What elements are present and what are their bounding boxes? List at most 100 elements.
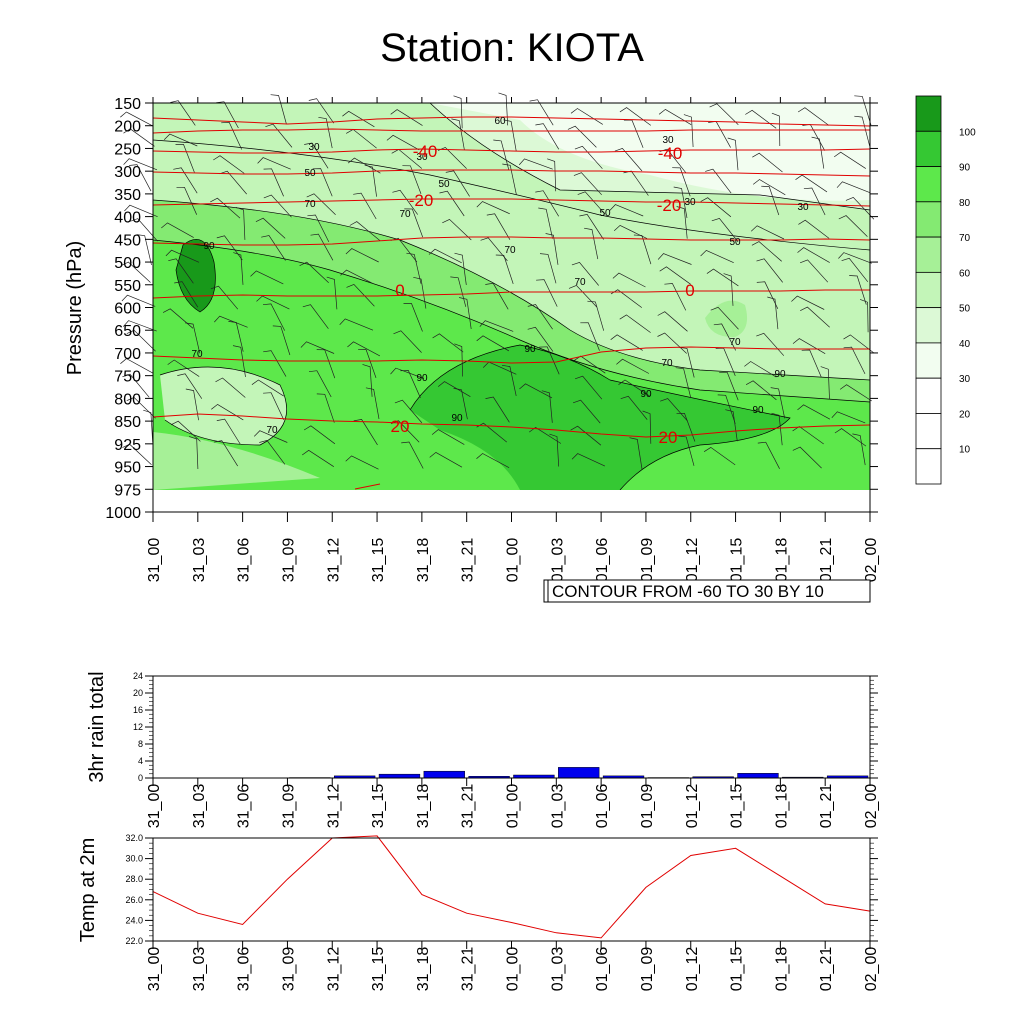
wind-barb: [257, 157, 291, 170]
humidity-contour-label: 50: [599, 208, 611, 219]
wind-barb: [126, 396, 156, 419]
rain-panel-frame: [152, 675, 871, 779]
humidity-band-60-low: [153, 432, 320, 490]
wind-barb: [188, 436, 199, 470]
rain-time-tick-label: 01_06: [594, 784, 611, 829]
wind-barb: [713, 323, 737, 351]
wind-barb: [122, 443, 152, 465]
wind-barb: [567, 125, 597, 148]
wind-barb: [345, 455, 379, 470]
humidity-contour-label: 70: [661, 358, 673, 369]
wind-barb: [263, 168, 284, 197]
pressure-tick-label: 800: [114, 391, 141, 408]
wind-barb: [129, 164, 152, 192]
wind-barb: [528, 426, 562, 444]
wind-barb: [233, 252, 244, 285]
wind-barb: [342, 110, 375, 128]
wind-barb: [272, 325, 291, 356]
wind-barb: [170, 100, 196, 126]
wind-barb: [767, 296, 779, 330]
wind-barb: [836, 181, 871, 194]
colorbar-label: 80: [959, 198, 971, 209]
wind-barb: [310, 233, 334, 261]
rain-time-tick-label: 31_06: [236, 784, 253, 829]
humidity-contour-label: 50: [304, 168, 316, 179]
colorbar-swatch: [915, 130, 942, 167]
humidity-contour-label: 90: [524, 344, 536, 355]
rain-tick-label: 20: [133, 688, 143, 698]
wind-barb: [623, 170, 649, 196]
wind-barb: [167, 359, 200, 377]
wind-barb: [852, 433, 866, 466]
temp-time-tick-label: 31_03: [191, 947, 208, 992]
wind-barb: [536, 279, 558, 307]
wind-barb: [703, 446, 736, 466]
pressure-tick-label: 950: [114, 460, 141, 477]
wind-barb: [221, 121, 243, 150]
time-tick-label: 31_21: [460, 538, 477, 583]
time-tick-label: 31_12: [325, 538, 342, 583]
wind-barb: [845, 196, 875, 220]
wind-barb: [571, 261, 599, 286]
humidity-contour-label: 90: [640, 389, 652, 400]
temperature-contour-label: 0: [395, 281, 404, 300]
pressure-tick-label: 550: [114, 278, 141, 295]
wind-barb: [676, 412, 696, 442]
wind-barb: [503, 119, 517, 152]
temp-tick-label: 32.0: [125, 833, 143, 843]
colorbar-label: 90: [959, 163, 971, 174]
colorbar-label: 30: [959, 374, 971, 385]
wind-barb: [752, 152, 783, 173]
temp-time-tick-label: 31_18: [415, 947, 432, 992]
temp-time-tick-label: 01_18: [773, 947, 790, 992]
temp-y-axis: 22.0 24.0 26.0 28.0 30.0 32.0: [125, 833, 878, 946]
wind-barb: [745, 109, 777, 129]
colorbar-swatch: [915, 95, 942, 132]
wind-barb: [347, 157, 381, 174]
temperature-contour-label: 0: [685, 281, 694, 300]
wind-barb: [820, 366, 830, 400]
rain-bar: [558, 767, 600, 779]
temperature-contour-line: [153, 128, 870, 134]
wind-barb: [270, 94, 287, 125]
wind-barb: [124, 204, 158, 218]
rain-time-tick-label: 01_15: [729, 784, 746, 829]
wind-barb: [620, 395, 648, 420]
rain-time-tick-label: 01_03: [549, 784, 566, 829]
temp-time-tick-label: 01_03: [549, 947, 566, 992]
temperature-series-line: [152, 835, 871, 939]
temp-axis-title: Temp at 2m: [77, 838, 99, 942]
wind-barb: [854, 115, 871, 147]
colorbar-label: 20: [959, 409, 971, 420]
rain-time-tick-label: 31_03: [191, 784, 208, 829]
temp-time-tick-label: 01_12: [684, 947, 701, 992]
wind-barb: [326, 276, 338, 310]
wind-barb: [792, 446, 822, 469]
pressure-tick-label: 750: [114, 369, 141, 386]
wind-barb: [710, 306, 739, 330]
wind-barb: [316, 349, 336, 379]
rain-bars: [289, 767, 869, 779]
wind-barb: [454, 343, 463, 377]
humidity-contour-label: 90: [416, 373, 428, 384]
rain-time-tick-label: 01_21: [818, 784, 835, 829]
time-tick-label: 31_18: [415, 538, 432, 583]
temperature-contour-label: -20: [409, 191, 434, 210]
wind-barb: [445, 170, 470, 197]
wind-barb: [539, 253, 557, 284]
time-tick-label: 01_06: [594, 538, 611, 583]
rain-time-tick-label: 31_12: [325, 784, 342, 829]
humidity-contour-label: 30: [416, 152, 428, 163]
wind-barb: [143, 409, 154, 443]
wind-barb: [803, 187, 826, 216]
wind-barb: [394, 399, 423, 424]
wind-barb: [545, 233, 559, 265]
wind-barb: [771, 112, 781, 147]
wind-barb: [676, 206, 688, 239]
wind-barb: [392, 189, 418, 215]
wind-barb: [486, 213, 511, 240]
wind-barb: [390, 367, 425, 379]
wind-barb: [705, 168, 732, 194]
wind-barb: [539, 346, 560, 375]
rain-axis-title: 3hr rain total: [86, 671, 108, 782]
